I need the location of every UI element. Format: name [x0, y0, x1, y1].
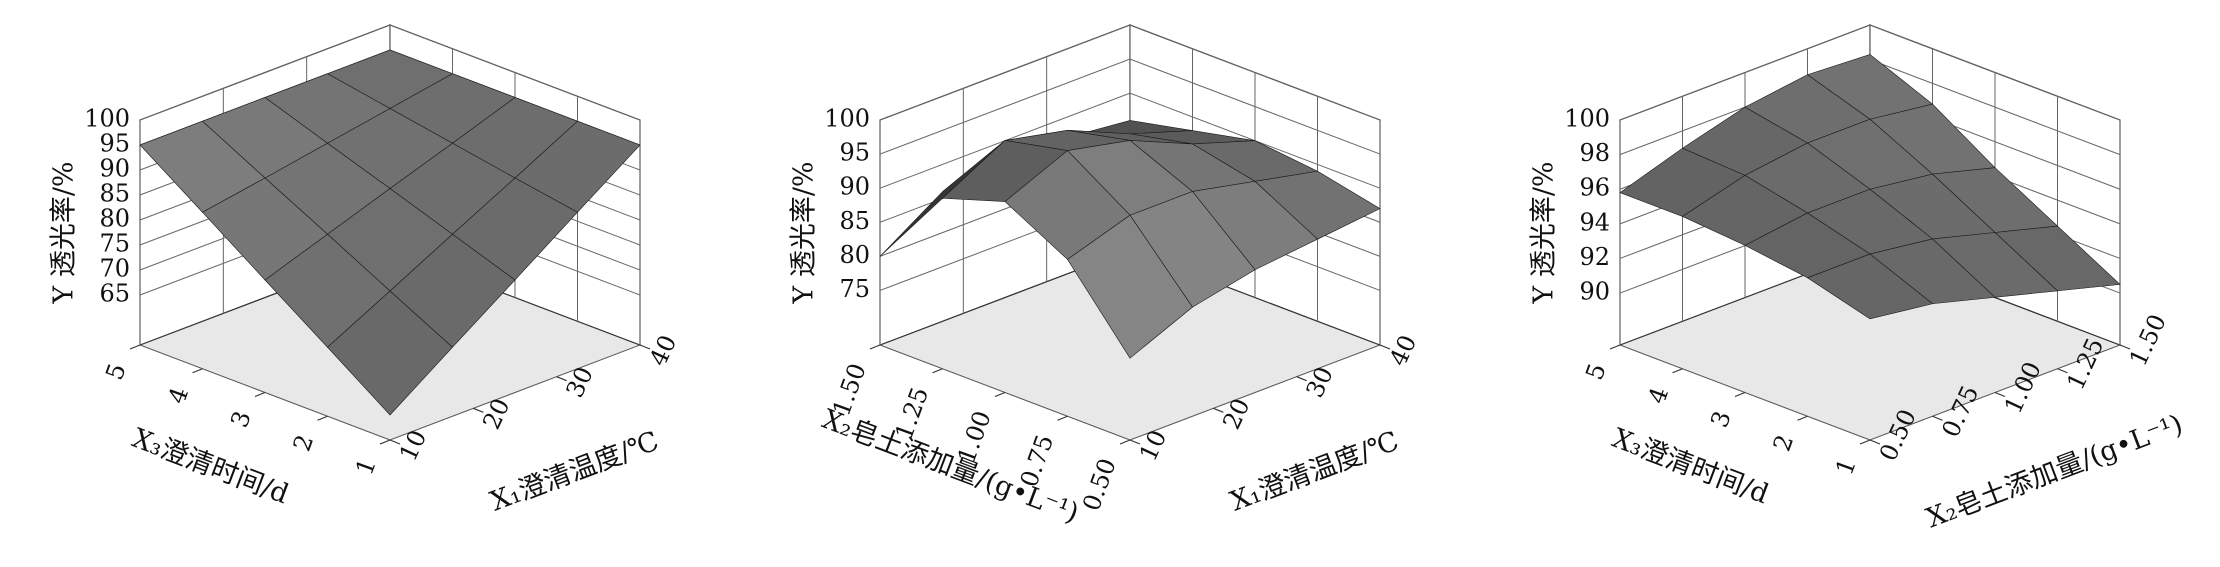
tick-mark [932, 368, 943, 374]
z-tick-label: 90 [839, 173, 870, 201]
tick-mark [1296, 376, 1307, 382]
tick-mark [1797, 415, 1808, 421]
tick-mark [1129, 439, 1141, 445]
tick-mark [556, 376, 567, 382]
z-tick-label: 100 [824, 105, 870, 133]
tick-mark [473, 407, 484, 413]
x-tick-label: 0.50 [1077, 455, 1122, 515]
z-tick-label: 80 [839, 241, 870, 269]
x-tick-label: 5 [1580, 360, 1612, 384]
y-axis-title: X₁澄清温度/℃ [486, 426, 663, 518]
z-tick-label: 100 [84, 105, 130, 133]
x-tick-label: 3 [1705, 407, 1737, 431]
z-tick-label: 96 [1579, 174, 1610, 202]
x-axis-title: X₃澄清时间/d [1608, 423, 1773, 510]
tick-mark [379, 439, 391, 445]
z-tick-label: 95 [839, 139, 870, 167]
tick-mark [1057, 415, 1068, 421]
y-tick-label: 40 [1384, 331, 1422, 371]
tick-mark [192, 368, 203, 374]
tick-mark [1932, 415, 1943, 421]
x-tick-label: 4 [163, 383, 195, 407]
y-tick-label: 40 [644, 331, 682, 371]
z-tick-label: 100 [1564, 105, 1610, 133]
tick-mark [1994, 391, 2006, 398]
tick-mark [317, 415, 328, 421]
x-tick-label: 1 [1830, 455, 1862, 479]
tick-mark [1609, 344, 1621, 350]
tick-mark [994, 391, 1006, 398]
tick-mark [254, 391, 266, 398]
z-axis-title: Y 透光率/% [49, 161, 80, 304]
z-tick-label: 70 [99, 255, 130, 283]
tick-mark [1119, 439, 1131, 445]
z-tick-label: 95 [99, 130, 130, 158]
tick-mark [639, 344, 651, 350]
z-tick-label: 75 [99, 230, 130, 258]
tick-mark [1379, 344, 1391, 350]
z-tick-label: 92 [1579, 243, 1610, 271]
tick-mark [1672, 368, 1683, 374]
z-tick-label: 90 [1579, 278, 1610, 306]
z-tick-label: 90 [99, 155, 130, 183]
surface-patch [1067, 214, 1193, 359]
tick-mark [1869, 439, 1881, 445]
z-tick-label: 75 [839, 275, 870, 303]
x-tick-label: 4 [1643, 383, 1675, 407]
x-tick-label: 2 [1768, 431, 1800, 455]
tick-mark [129, 344, 141, 350]
y-tick-label: 1.50 [2124, 310, 2172, 370]
z-tick-label: 65 [99, 280, 130, 308]
z-tick-label: 80 [99, 205, 130, 233]
x-tick-label: 3 [225, 407, 257, 431]
z-axis-title: Y 透光率/% [789, 161, 820, 304]
x-tick-label: 1 [350, 455, 382, 479]
z-tick-label: 85 [839, 207, 870, 235]
tick-mark [869, 344, 881, 350]
z-axis-title: Y 透光率/% [1529, 161, 1560, 304]
x-axis-title: X₃澄清时间/d [128, 423, 293, 510]
z-tick-label: 94 [1579, 208, 1610, 236]
x-tick-label: 2 [288, 431, 320, 455]
y-axis-title: X₁澄清温度/℃ [1226, 426, 1403, 518]
tick-mark [1213, 407, 1224, 413]
tick-mark [1734, 391, 1746, 398]
surface-patch [1806, 253, 1934, 320]
x-tick-label: 5 [100, 360, 132, 384]
tick-mark [389, 439, 401, 445]
tick-mark [2057, 368, 2068, 374]
z-tick-label: 98 [1579, 139, 1610, 167]
tick-mark [1859, 439, 1871, 445]
z-tick-label: 85 [99, 180, 130, 208]
surface-patch [327, 290, 453, 416]
tick-mark [2119, 344, 2131, 350]
